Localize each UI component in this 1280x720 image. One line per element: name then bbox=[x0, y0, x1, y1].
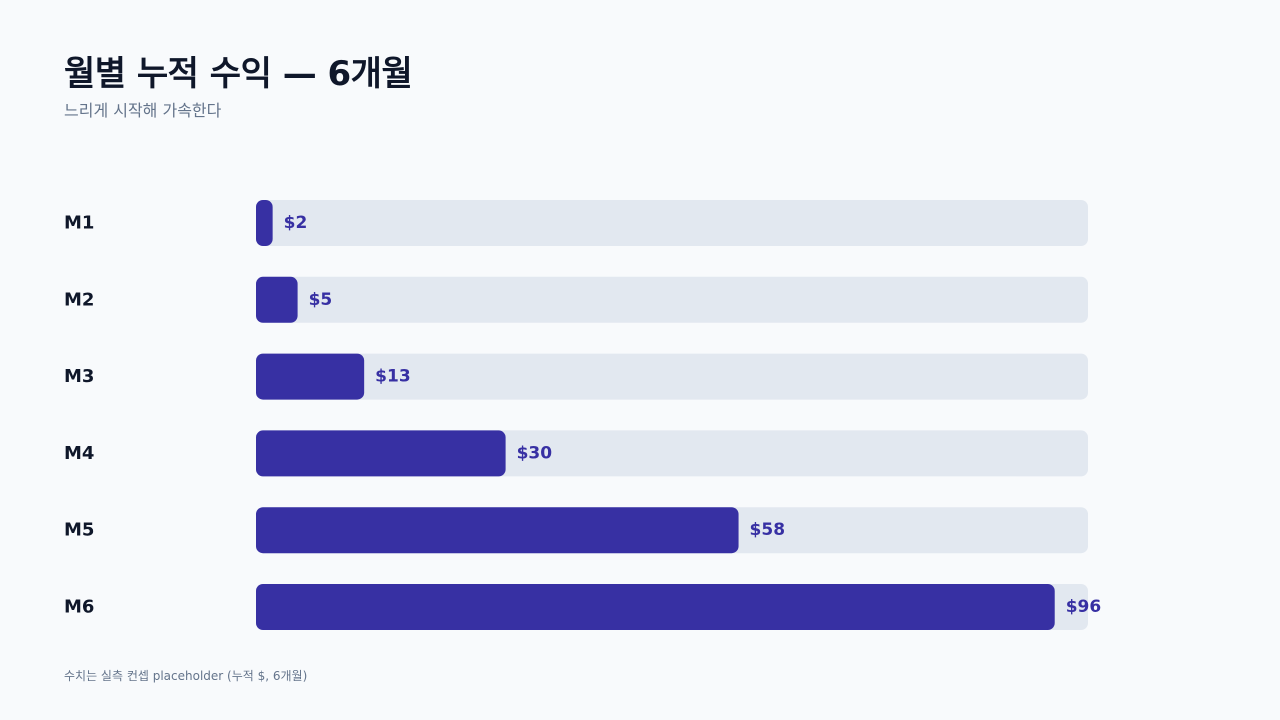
bar-row-m4: M4 $30 bbox=[64, 430, 1088, 477]
chart-subtitle: 느리게 시작해 가속한다 bbox=[64, 101, 222, 120]
value-label: $30 bbox=[517, 443, 553, 463]
category-label: M2 bbox=[64, 289, 94, 310]
bar-row-m1: M1 $2 bbox=[64, 200, 1088, 246]
bar bbox=[256, 353, 365, 400]
chart-title: 월별 누적 수익 — 6개월 bbox=[64, 54, 413, 94]
bar bbox=[256, 200, 273, 246]
category-label: M5 bbox=[64, 520, 94, 541]
value-label: $96 bbox=[1066, 597, 1102, 617]
bar-track bbox=[256, 276, 1088, 323]
bar-row-m5: M5 $58 bbox=[64, 507, 1088, 554]
bar bbox=[256, 276, 298, 323]
category-label: M6 bbox=[64, 597, 94, 618]
value-label: $2 bbox=[284, 213, 308, 233]
category-label: M3 bbox=[64, 366, 94, 387]
bar-track bbox=[256, 353, 1088, 400]
bar bbox=[256, 584, 1055, 630]
bar bbox=[256, 430, 506, 477]
bar-row-m6: M6 $96 bbox=[64, 584, 1101, 630]
value-label: $13 bbox=[375, 367, 411, 387]
bar-track bbox=[256, 200, 1088, 246]
category-label: M1 bbox=[64, 213, 94, 234]
bar-row-m2: M2 $5 bbox=[64, 276, 1088, 323]
value-label: $5 bbox=[309, 290, 333, 310]
value-label: $58 bbox=[750, 520, 786, 540]
chart-footnote: 수치는 실측 컨셉 placeholder (누적 $, 6개월) bbox=[64, 669, 308, 683]
category-label: M4 bbox=[64, 443, 94, 464]
bar bbox=[256, 507, 739, 554]
bar-row-m3: M3 $13 bbox=[64, 353, 1088, 400]
